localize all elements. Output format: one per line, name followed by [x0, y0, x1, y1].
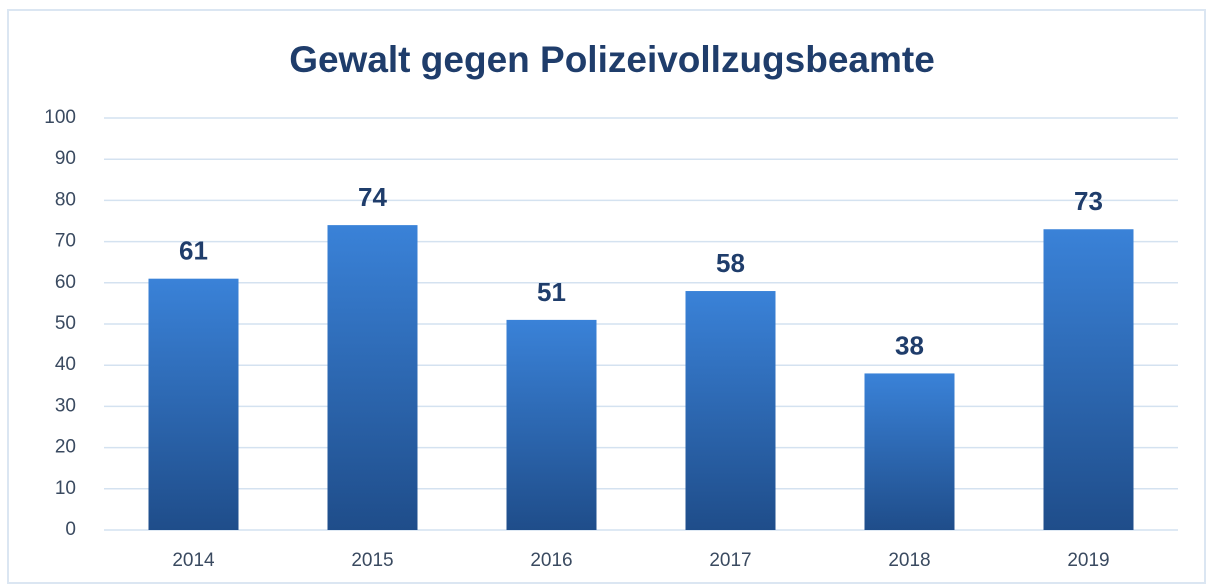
bar — [864, 373, 955, 530]
data-label: 58 — [716, 248, 745, 278]
data-label: 61 — [179, 236, 208, 266]
x-tick-label: 2016 — [530, 550, 572, 571]
x-tick-label: 2015 — [351, 550, 393, 571]
data-label: 74 — [358, 182, 387, 212]
y-tick-label: 20 — [55, 437, 76, 458]
data-label: 51 — [537, 277, 566, 307]
y-tick-label: 10 — [55, 478, 76, 499]
y-tick-label: 30 — [55, 395, 76, 416]
x-tick-label: 2018 — [888, 550, 930, 571]
bar — [506, 319, 597, 530]
bar — [327, 225, 418, 530]
chart-title: Gewalt gegen Polizeivollzugsbeamte — [289, 39, 935, 80]
y-tick-label: 80 — [55, 189, 76, 210]
y-tick-label: 50 — [55, 313, 76, 334]
data-label: 73 — [1074, 186, 1103, 216]
bar — [148, 278, 239, 530]
y-tick-label: 70 — [55, 231, 76, 252]
x-tick-label: 2017 — [709, 550, 751, 571]
y-tick-label: 90 — [55, 148, 76, 169]
y-tick-label: 60 — [55, 272, 76, 293]
y-tick-label: 40 — [55, 354, 76, 375]
bar — [685, 291, 776, 530]
data-label: 38 — [895, 330, 924, 360]
x-tick-label: 2014 — [172, 550, 215, 571]
y-tick-label: 100 — [44, 107, 76, 128]
bar — [1043, 229, 1134, 531]
y-tick-label: 0 — [65, 519, 76, 540]
x-tick-label: 2019 — [1067, 550, 1109, 571]
